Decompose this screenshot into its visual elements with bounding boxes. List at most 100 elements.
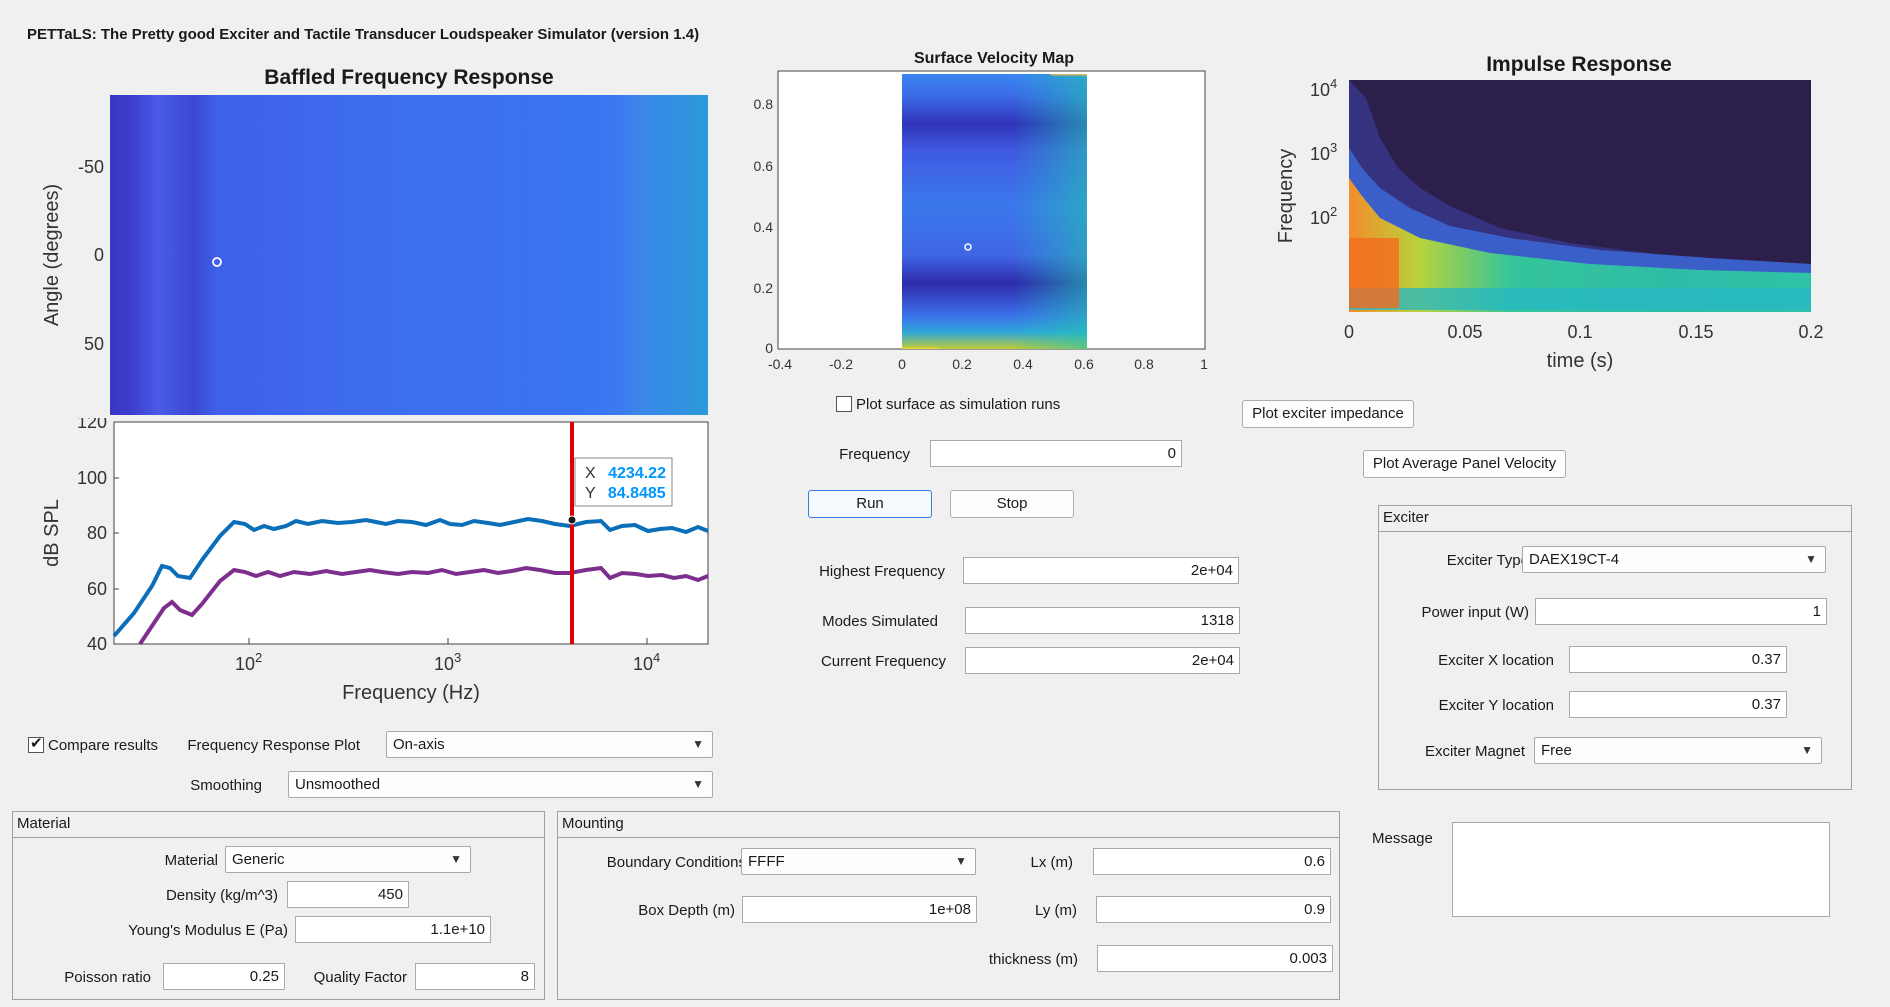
- exciter-magnet-value: Free: [1541, 742, 1572, 759]
- plot-avg-velocity-button[interactable]: Plot Average Panel Velocity: [1363, 450, 1566, 478]
- thickness-label: thickness (m): [988, 951, 1078, 968]
- exciter-x-field[interactable]: 0.37: [1569, 646, 1787, 673]
- surface-plot-title: Surface Velocity Map: [913, 50, 1075, 67]
- impulse-xtick: 0.2: [1798, 322, 1823, 342]
- surface-xtick: 0.8: [1134, 356, 1154, 372]
- boundary-conditions-label: Boundary Conditions: [606, 854, 746, 871]
- lx-field[interactable]: 0.6: [1093, 848, 1331, 875]
- surface-xtick: -0.4: [768, 356, 792, 372]
- fr-ytick: 80: [87, 523, 107, 543]
- quality-factor-field[interactable]: 8: [415, 963, 535, 990]
- highest-frequency-field[interactable]: 2e+04: [963, 557, 1239, 584]
- material-label: Material: [164, 852, 218, 869]
- density-field[interactable]: 450: [287, 881, 409, 908]
- impulse-plot-title: Impulse Response: [1486, 53, 1672, 76]
- fr-datatip-x: X 4234.22: [585, 465, 666, 482]
- quality-factor-label: Quality Factor: [313, 969, 407, 986]
- boundary-conditions-dropdown[interactable]: FFFF ▼: [741, 848, 976, 875]
- fr-ylabel: dB SPL: [41, 499, 63, 567]
- surface-xtick: 0.6: [1074, 356, 1094, 372]
- frequency-label: Frequency: [839, 446, 910, 463]
- ly-field[interactable]: 0.9: [1096, 896, 1331, 923]
- power-input-label: Power input (W): [1421, 604, 1529, 621]
- check-icon: ✔: [30, 735, 43, 752]
- poisson-ratio-label: Poisson ratio: [64, 969, 151, 986]
- thickness-field[interactable]: 0.003: [1097, 945, 1333, 972]
- youngs-modulus-field[interactable]: 1.1e+10: [295, 916, 491, 943]
- heatmap-edge-band: [620, 95, 708, 415]
- fr-xtick: 104: [633, 650, 660, 674]
- exciter-panel: Exciter Exciter Type DAEX19CT-4 ▼ Power …: [1378, 505, 1852, 790]
- mounting-panel: Mounting Boundary Conditions FFFF ▼ Box …: [557, 811, 1340, 1000]
- fr-plot-dropdown[interactable]: On-axis ▼: [386, 731, 713, 758]
- impulse-ylabel: Frequency: [1275, 149, 1297, 244]
- highest-frequency-label: Highest Frequency: [819, 563, 945, 580]
- fr-datatip-box: [574, 457, 673, 507]
- box-depth-label: Box Depth (m): [638, 902, 735, 919]
- mounting-panel-title: Mounting: [558, 812, 1339, 838]
- exciter-y-label: Exciter Y location: [1438, 697, 1554, 714]
- power-input-field[interactable]: 1: [1535, 598, 1827, 625]
- impulse-lowest-band: [1349, 288, 1811, 310]
- modes-simulated-field[interactable]: 1318: [965, 607, 1240, 634]
- heatmap-marker: [212, 257, 222, 267]
- baffled-plot-title: Baffled Frequency Response: [264, 66, 554, 89]
- surface-ytick: 0.8: [754, 96, 774, 112]
- impulse-xtick: 0.05: [1447, 322, 1482, 342]
- impulse-onset-band: [1349, 238, 1399, 308]
- stop-button[interactable]: Stop: [950, 490, 1074, 518]
- box-depth-field[interactable]: 1e+08: [742, 896, 977, 923]
- surface-xtick: 0.4: [1013, 356, 1033, 372]
- frequency-response-plot[interactable]: 120 100 80 60 40 102 103 104 Frequency (…: [30, 418, 720, 718]
- material-panel-title: Material: [13, 812, 544, 838]
- impulse-response-plot[interactable]: 104 103 102 0 0.05 0.1 0.15 0.2 time (s)…: [1270, 78, 1840, 378]
- surface-velocity-map[interactable]: 0.8 0.6 0.4 0.2 0 -0.4 -0.2 0 0.2 0.4 0.…: [740, 66, 1220, 386]
- material-dropdown[interactable]: Generic ▼: [225, 846, 471, 873]
- fr-plot-label: Frequency Response Plot: [187, 737, 360, 754]
- exciter-x-label: Exciter X location: [1438, 652, 1554, 669]
- heatmap-ytick: -50: [78, 157, 104, 177]
- fr-series-compare: [138, 565, 709, 646]
- fr-series-primary: [112, 516, 709, 638]
- chevron-down-icon: ▼: [1801, 743, 1813, 757]
- plot-impedance-button[interactable]: Plot exciter impedance: [1242, 400, 1414, 428]
- plot-surface-checkbox[interactable]: [836, 396, 852, 412]
- compare-results-checkbox[interactable]: ✔: [28, 735, 44, 753]
- exciter-magnet-dropdown[interactable]: Free ▼: [1534, 737, 1822, 764]
- app-title: PETTaLS: The Pretty good Exciter and Tac…: [27, 26, 700, 43]
- impulse-ytick: 104: [1310, 78, 1337, 100]
- impulse-xtick: 0: [1344, 322, 1354, 342]
- surface-top-corner: [1050, 74, 1087, 106]
- current-frequency-field[interactable]: 2e+04: [965, 647, 1240, 674]
- exciter-y-field[interactable]: 0.37: [1569, 691, 1787, 718]
- smoothing-dropdown[interactable]: Unsmoothed ▼: [288, 771, 713, 798]
- smoothing-value: Unsmoothed: [295, 776, 381, 793]
- poisson-ratio-field[interactable]: 0.25: [163, 963, 285, 990]
- exciter-type-label: Exciter Type: [1446, 552, 1529, 569]
- fr-datatip-y: Y 84.8485: [585, 485, 666, 502]
- youngs-modulus-label: Young's Modulus E (Pa): [128, 922, 288, 939]
- fr-xtick: 103: [434, 650, 461, 674]
- fr-ytick: 60: [87, 579, 107, 599]
- lx-label: Lx (m): [1030, 854, 1074, 871]
- fr-plot-value: On-axis: [393, 736, 445, 753]
- exciter-type-value: DAEX19CT-4: [1529, 551, 1620, 568]
- surface-ytick: 0.4: [754, 219, 774, 235]
- surface-exciter-marker: [964, 243, 972, 251]
- ly-label: Ly (m): [1035, 902, 1077, 919]
- surface-ytick: 0: [765, 340, 773, 356]
- fr-ytick: 120: [77, 418, 107, 432]
- baffled-heatmap[interactable]: -50 0 50 Angle (degrees): [30, 92, 720, 417]
- boundary-conditions-value: FFFF: [748, 853, 785, 870]
- run-button[interactable]: Run: [808, 490, 932, 518]
- fr-xlabel: Frequency (Hz): [342, 682, 480, 704]
- modes-simulated-label: Modes Simulated: [822, 613, 938, 630]
- impulse-xtick: 0.15: [1678, 322, 1713, 342]
- compare-results-label: Compare results: [48, 737, 159, 754]
- exciter-type-dropdown[interactable]: DAEX19CT-4 ▼: [1522, 546, 1826, 573]
- fr-datatip-point: [567, 515, 577, 525]
- impulse-xtick: 0.1: [1567, 322, 1592, 342]
- frequency-field[interactable]: 0: [930, 440, 1182, 467]
- surface-xtick: -0.2: [829, 356, 853, 372]
- message-box[interactable]: [1452, 822, 1830, 917]
